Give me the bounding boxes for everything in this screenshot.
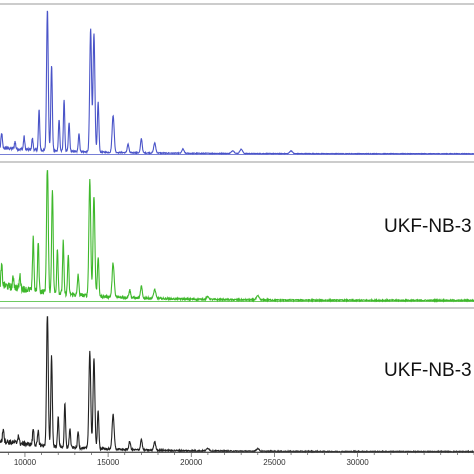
spectrum-series-line [0, 170, 474, 303]
spectrum-panel: UKF-NB-3 [0, 170, 474, 309]
x-axis-ticks: 10000 15000 20000 25000 30000 [7, 452, 474, 467]
spectrum-panel: UKF-NB-3 [0, 316, 474, 454]
x-tick-label: 10000 [14, 458, 37, 467]
panel-label: UKF-NB-3 [384, 360, 472, 381]
x-tick-label: 25000 [263, 458, 286, 467]
spectra-panels: UKF-NB-3 UKF-NB-3 [0, 3, 474, 454]
spectrum-panel [0, 10, 474, 163]
spectrum-series-line [0, 10, 474, 156]
panel-label: UKF-NB-3 [384, 216, 472, 237]
x-tick-label: 15000 [97, 458, 120, 467]
x-tick-label: 20000 [180, 458, 203, 467]
x-tick-label: 30000 [346, 458, 369, 467]
spectrum-series-line [0, 316, 474, 454]
x-axis: 10000 15000 20000 25000 30000 [0, 451, 474, 467]
